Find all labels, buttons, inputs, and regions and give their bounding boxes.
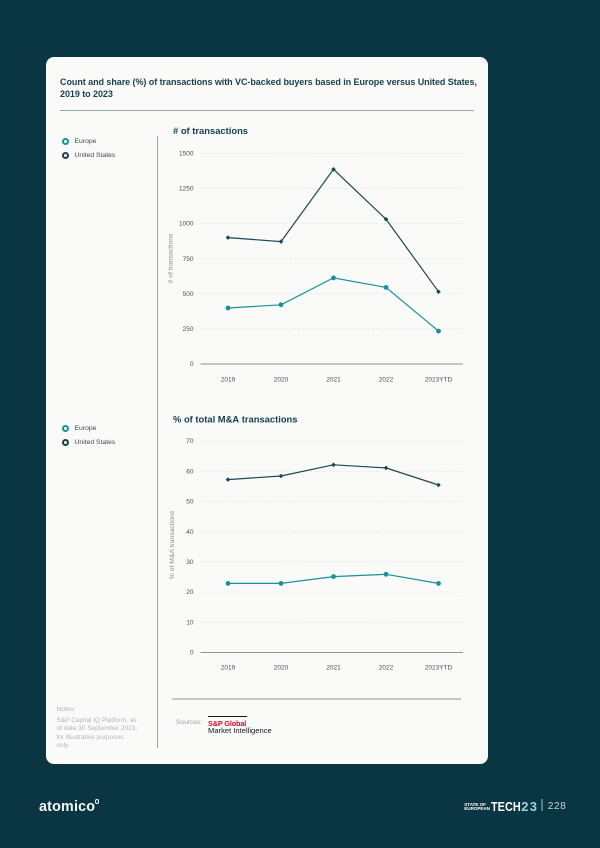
svg-text:2019: 2019 xyxy=(221,377,236,384)
svg-text:2023YTD: 2023YTD xyxy=(425,377,453,384)
svg-text:2021: 2021 xyxy=(326,665,341,672)
svg-text:1500: 1500 xyxy=(179,151,194,158)
svg-text:2020: 2020 xyxy=(274,377,289,384)
svg-text:2023YTD: 2023YTD xyxy=(425,665,453,672)
svg-text:40: 40 xyxy=(186,529,194,536)
svg-text:2019: 2019 xyxy=(221,665,236,672)
svg-text:500: 500 xyxy=(183,291,194,298)
svg-text:2022: 2022 xyxy=(379,377,394,384)
svg-text:70: 70 xyxy=(186,438,194,445)
svg-text:2022: 2022 xyxy=(379,665,394,672)
svg-text:% of total M&A transactions: % of total M&A transactions xyxy=(173,414,298,425)
svg-text:10: 10 xyxy=(186,619,194,626)
svg-text:2021: 2021 xyxy=(326,377,341,384)
svg-text:250: 250 xyxy=(183,326,194,333)
svg-text:20: 20 xyxy=(186,589,194,596)
svg-text:# of transactions: # of transactions xyxy=(173,125,248,136)
svg-text:30: 30 xyxy=(186,559,194,566)
svg-text:% of M&A transactions: % of M&A transactions xyxy=(169,510,176,579)
svg-text:2020: 2020 xyxy=(274,665,289,672)
svg-text:1250: 1250 xyxy=(179,186,194,193)
svg-text:0: 0 xyxy=(190,650,194,657)
svg-text:1000: 1000 xyxy=(179,221,194,228)
svg-text:60: 60 xyxy=(186,468,194,475)
svg-text:0: 0 xyxy=(190,361,194,368)
svg-text:50: 50 xyxy=(186,499,194,506)
svg-text:# of transactions: # of transactions xyxy=(168,233,175,283)
svg-text:750: 750 xyxy=(183,256,194,263)
